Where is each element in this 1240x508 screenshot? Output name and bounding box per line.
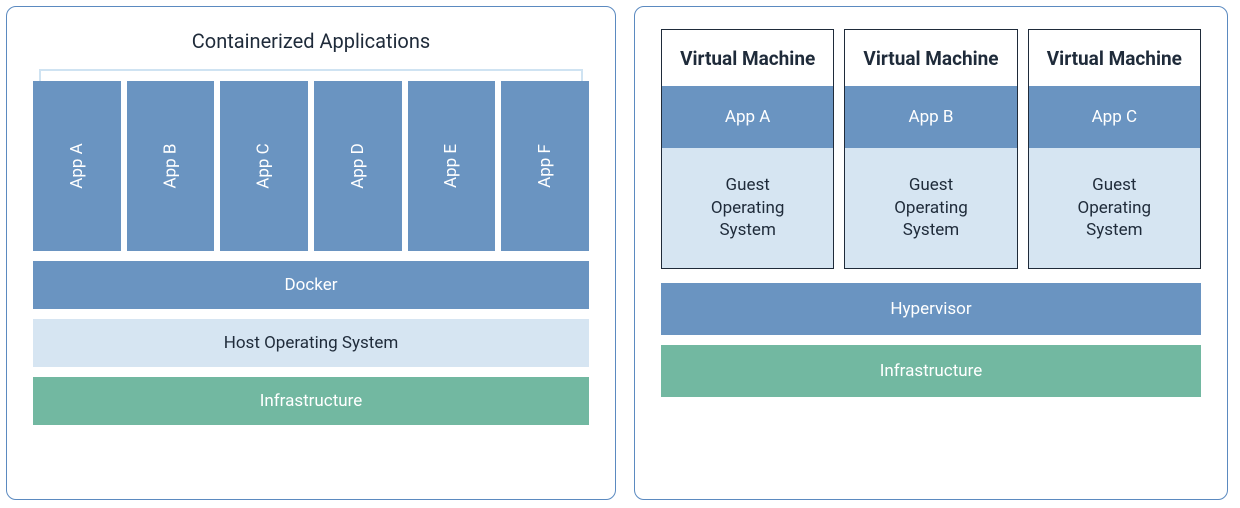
container-layer: Host Operating System bbox=[33, 319, 589, 367]
vm-box: Virtual MachineApp AGuest Operating Syst… bbox=[661, 29, 834, 269]
app-box: App F bbox=[501, 81, 589, 251]
app-label: App C bbox=[254, 143, 274, 188]
container-layer: Infrastructure bbox=[33, 377, 589, 425]
diagram-wrap: Containerized Applications App AApp BApp… bbox=[0, 0, 1240, 506]
containers-panel: Containerized Applications App AApp BApp… bbox=[6, 6, 616, 500]
vm-title: Virtual Machine bbox=[845, 30, 1016, 86]
container-layer: Docker bbox=[33, 261, 589, 309]
app-box: App C bbox=[220, 81, 308, 251]
app-box: App A bbox=[33, 81, 121, 251]
vm-box: Virtual MachineApp CGuest Operating Syst… bbox=[1028, 29, 1201, 269]
app-label: App F bbox=[535, 144, 555, 188]
app-box: App E bbox=[408, 81, 496, 251]
app-box: App B bbox=[127, 81, 215, 251]
vms-panel: Virtual MachineApp AGuest Operating Syst… bbox=[634, 6, 1228, 500]
app-label: App A bbox=[67, 143, 87, 189]
vm-layer: Hypervisor bbox=[661, 283, 1201, 335]
app-label: App B bbox=[161, 144, 181, 189]
containers-title: Containerized Applications bbox=[33, 29, 589, 53]
app-box: App D bbox=[314, 81, 402, 251]
vm-layer: Infrastructure bbox=[661, 345, 1201, 397]
vms-layers: Hypervisor Infrastructure bbox=[661, 283, 1201, 397]
apps-bracket bbox=[33, 65, 589, 79]
vm-guest-os: Guest Operating System bbox=[845, 148, 1016, 268]
vm-app: App C bbox=[1029, 86, 1200, 148]
apps-row: App A App B App C App D App E App F bbox=[33, 81, 589, 251]
vms-row: Virtual MachineApp AGuest Operating Syst… bbox=[661, 29, 1201, 269]
vm-title: Virtual Machine bbox=[1029, 30, 1200, 86]
vm-box: Virtual MachineApp BGuest Operating Syst… bbox=[844, 29, 1017, 269]
vm-title: Virtual Machine bbox=[662, 30, 833, 86]
vm-app: App B bbox=[845, 86, 1016, 148]
vm-guest-os: Guest Operating System bbox=[1029, 148, 1200, 268]
vm-guest-os: Guest Operating System bbox=[662, 148, 833, 268]
containers-layers: Docker Host Operating System Infrastructur… bbox=[33, 261, 589, 425]
app-label: App D bbox=[348, 143, 368, 189]
vm-app: App A bbox=[662, 86, 833, 148]
app-label: App E bbox=[442, 144, 462, 188]
